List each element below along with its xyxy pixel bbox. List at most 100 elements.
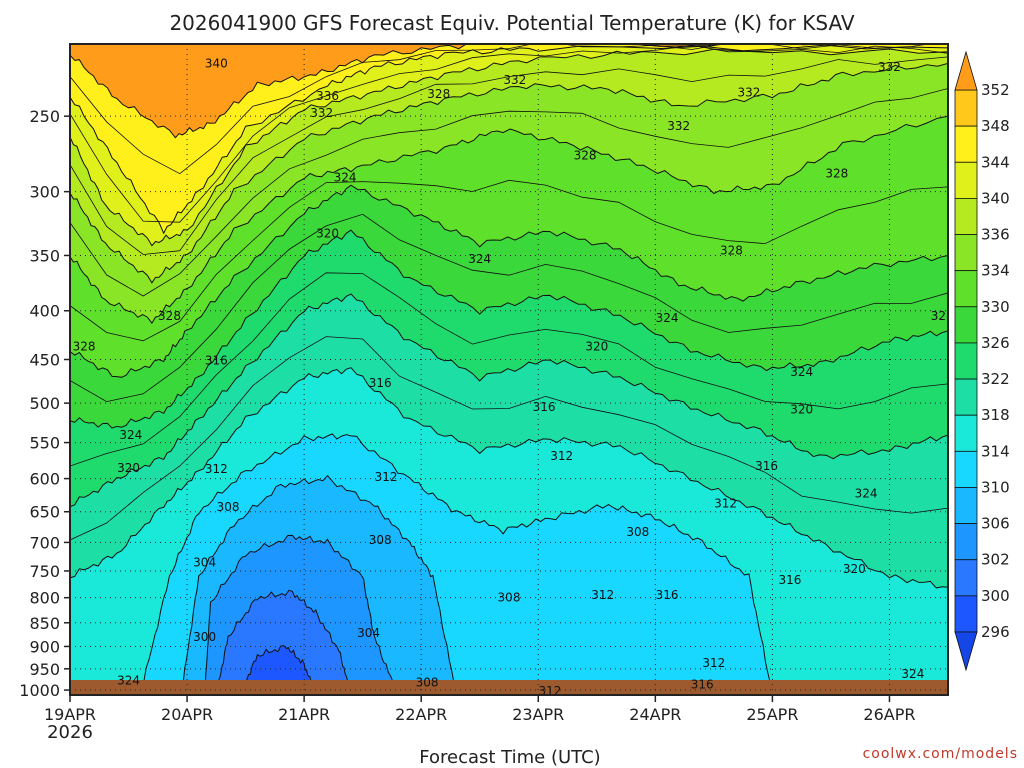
colorbar-label: 334: [981, 262, 1010, 280]
band-320-contour: [70, 229, 948, 429]
y-tick-label: 700: [29, 533, 60, 552]
colorbar-label: 348: [981, 117, 1010, 135]
contour-label: 328: [427, 87, 450, 101]
colorbar-label: 330: [981, 298, 1010, 316]
colorbar-segment: [954, 342, 978, 380]
colorbar-segment: [954, 595, 978, 633]
x-tick-label: 25APR: [746, 705, 798, 724]
x-axis: 19APR 20APR 21APR 22APR 23APR 24APR 25APR 26APR: [44, 695, 916, 724]
colorbar: 352 348 344 340 336 334 330 326 322 318 314 310 306 3…: [954, 50, 1010, 672]
contour-label: 312: [702, 656, 725, 670]
colorbar-segment: [954, 523, 978, 561]
grid-lines: [70, 44, 948, 695]
mid-contour: [70, 44, 948, 223]
contour-label: 332: [503, 73, 526, 87]
contour-label: 328: [158, 309, 181, 323]
contour-label: 324: [656, 311, 679, 325]
band-292-contour: [239, 645, 317, 695]
y-tick-label: 1000: [19, 681, 60, 700]
colorbar-segment: [954, 234, 978, 272]
colorbar-segment: [954, 559, 978, 597]
x-axis-sub-label: 2026: [47, 722, 93, 743]
colorbar-label: 326: [981, 334, 1010, 352]
contour-label: 308: [416, 676, 439, 690]
x-tick-label: 26APR: [863, 705, 915, 724]
colorbar-label: 322: [981, 370, 1010, 388]
contour-label: 340: [205, 56, 228, 70]
contour-label: 328: [720, 244, 743, 258]
contour-label: 316: [369, 376, 392, 390]
colorbar-label: 340: [981, 189, 1010, 207]
contour-label: 320: [117, 461, 140, 475]
colorbar-label: 296: [981, 623, 1010, 641]
contour-labels: 340 336 332 328 332 332 332 332 328 328 324 320 324 3…: [73, 56, 948, 698]
ground-surface: [70, 680, 948, 695]
contour-label: 328: [73, 339, 96, 353]
contour-label: 320: [585, 339, 608, 353]
chart-title: 2026041900 GFS Forecast Equiv. Potential…: [169, 11, 854, 35]
y-tick-label: 300: [29, 183, 60, 202]
plot-area: 340 336 332 328 332 332 332 332 328 328 324 320 324 3…: [70, 44, 948, 698]
colorbar-label: 314: [981, 442, 1010, 460]
colorbar-label: 344: [981, 153, 1010, 171]
contour-label: 324: [334, 171, 357, 185]
colorbar-segment: [954, 197, 978, 235]
contour-label: 316: [779, 573, 802, 587]
y-tick-label: 850: [29, 614, 60, 633]
y-tick-label: 450: [29, 351, 60, 370]
colorbar-segment: [954, 270, 978, 308]
contour-label: 320: [843, 562, 866, 576]
colorbar-bottom-arrow: [954, 631, 978, 672]
contour-label: 324: [790, 365, 813, 379]
contour-label: 308: [626, 525, 649, 539]
band-304-contour: [180, 474, 457, 695]
contour-label: 312: [591, 588, 614, 602]
contour-label: 316: [691, 678, 714, 692]
colorbar-segment: [954, 378, 978, 416]
contour-label: 312: [205, 462, 228, 476]
x-tick-label: 20APR: [161, 705, 213, 724]
band-336-contour: [70, 48, 948, 247]
colorbar-label: 310: [981, 478, 1010, 496]
contour-label: 324: [901, 667, 924, 681]
contour-label: 312: [375, 470, 398, 484]
y-tick-label: 650: [29, 503, 60, 522]
contour-label: 324: [468, 252, 491, 266]
mid-contour: [70, 88, 948, 297]
contour-label: 312: [539, 684, 562, 698]
plot-frame: [69, 43, 949, 696]
contour-label: 316: [205, 353, 228, 367]
contour-label: 312: [550, 449, 573, 463]
mid-contour: [70, 56, 948, 255]
band-344-contour: [70, 44, 948, 139]
colorbar-label: 300: [981, 587, 1010, 605]
contour-label: 300: [193, 630, 216, 644]
x-tick-label: 19APR: [44, 705, 96, 724]
contour-label: 316: [533, 400, 556, 414]
x-tick-label: 24APR: [629, 705, 681, 724]
mid-contour: [70, 213, 948, 403]
band-324-contour: [70, 184, 948, 378]
colorbar-segment: [954, 414, 978, 452]
y-tick-label: 550: [29, 434, 60, 453]
mid-contour: [70, 44, 932, 175]
contour-label: 328: [825, 166, 848, 180]
contour-label: 304: [193, 556, 216, 570]
band-312-contour: [70, 367, 948, 589]
band-308-contour: [140, 433, 773, 695]
band-296-contour: [216, 589, 352, 695]
band-328-contour: [70, 115, 948, 324]
contour-label: 332: [878, 60, 901, 74]
contour-label: 336: [316, 89, 339, 103]
y-tick-label: 600: [29, 470, 60, 489]
x-tick-label: 23APR: [512, 705, 564, 724]
contour-label: 304: [357, 626, 380, 640]
colorbar-label: 352: [981, 81, 1010, 99]
contour-label: 308: [217, 500, 240, 514]
colorbar-label: 336: [981, 226, 1010, 244]
contour-label: 320: [316, 227, 339, 241]
contour-label: 332: [310, 106, 333, 120]
colorbar-label: 318: [981, 406, 1010, 424]
colorbar-segment: [954, 89, 978, 127]
